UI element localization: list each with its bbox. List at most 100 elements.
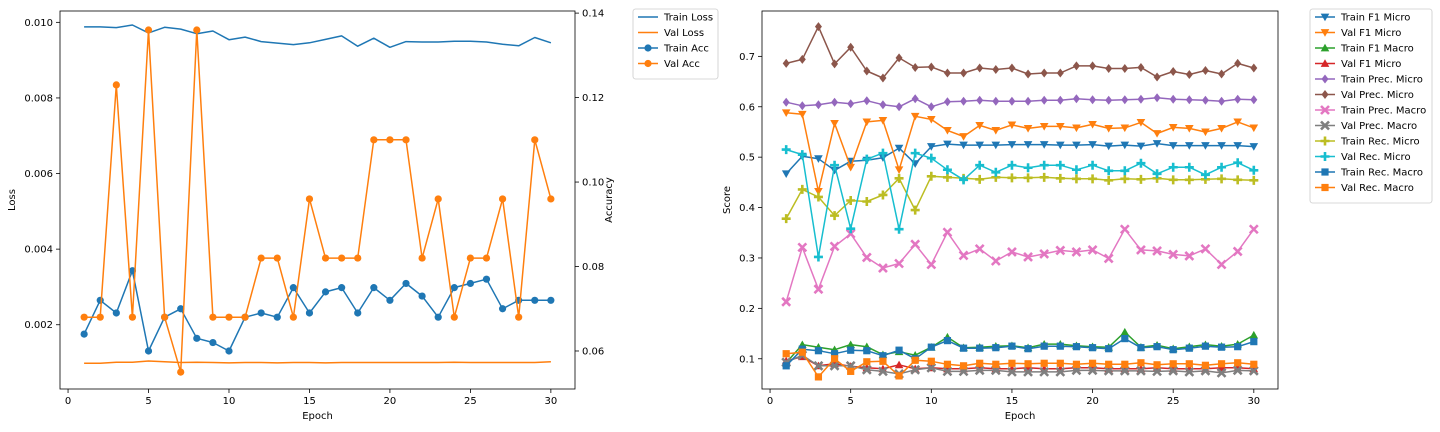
data-point [814,347,823,355]
data-point [289,313,297,321]
y-tick-label: 0.002 [24,320,53,331]
data-point [846,163,855,172]
data-point [1024,96,1032,106]
data-point [1136,365,1146,376]
data-point [1137,62,1145,72]
data-point [1137,94,1145,104]
legend-marker [1321,168,1329,176]
data-point [1185,360,1193,368]
data-point [1103,365,1114,376]
data-point [273,313,281,321]
data-point [990,256,1001,266]
series-5 [782,22,1258,83]
data-point [1056,68,1064,78]
data-point [1120,141,1130,150]
data-point [829,241,840,252]
data-point [1152,245,1162,256]
series-line [786,112,1255,193]
data-point [96,313,104,321]
data-point [814,155,823,163]
series-line [786,25,1255,79]
legend-label: Train Acc [663,44,709,55]
data-point [910,112,920,121]
data-point [894,258,904,269]
data-point [177,305,185,313]
data-point [370,136,378,144]
data-point [241,313,249,321]
data-point [1201,95,1209,105]
data-point [879,73,887,83]
data-point [1072,141,1081,150]
legend-box [632,8,719,80]
data-point [450,313,458,321]
data-point [943,140,952,149]
data-point [1136,142,1146,151]
data-point [1184,175,1194,185]
data-point [177,368,185,376]
data-point [531,296,539,304]
y-axis-label: Score [722,186,733,214]
data-point [482,254,491,262]
data-point [926,171,936,181]
y-tick-label: 0.7 [739,52,755,63]
legend-marker [1320,105,1330,115]
data-point [959,362,968,370]
x-tick-label: 0 [767,396,773,407]
data-point [80,330,88,338]
series-line [83,269,551,352]
data-point [926,259,937,270]
data-point [991,141,1001,150]
data-point [1071,165,1081,175]
data-point [1023,163,1033,173]
legend: Train F1 Micro Val F1 Micro Train F1 Macro… [1309,8,1433,204]
data-point [1153,361,1161,369]
legend-label: Val Loss [664,28,704,39]
data-point [878,263,888,273]
data-point [927,143,936,151]
data-point [782,58,790,68]
y-right-tick-label: 0.06 [582,346,604,357]
x-tick-label: 30 [544,396,557,407]
legend-label: Val Rec. Micro [1341,152,1411,163]
data-point [112,81,120,89]
data-point [161,313,169,321]
data-point [960,96,968,106]
data-point [942,227,953,238]
data-point [976,63,984,73]
data-point [498,195,507,203]
data-point [974,365,985,376]
data-point [1153,72,1161,82]
data-point [862,197,872,207]
data-point [798,110,807,119]
data-point [798,101,806,111]
x-tick-label: 0 [65,396,71,407]
x-tick-label: 25 [1167,396,1180,407]
data-point [1152,140,1162,148]
series-2 [80,267,555,355]
legend-label: Val Rec. Macro [1341,183,1414,194]
data-point [1008,342,1016,350]
data-point [1039,160,1049,170]
data-point [1233,175,1243,185]
data-point [894,360,904,369]
data-point [1201,342,1210,350]
y-tick-label: 0.6 [739,102,755,113]
data-point [976,344,984,352]
data-point [927,102,935,112]
data-point [830,211,840,221]
data-point [847,346,855,354]
data-point [927,357,935,365]
data-point [1233,118,1242,127]
data-point [1104,166,1114,176]
data-point [1217,360,1226,368]
data-point [942,165,952,175]
data-point [1233,158,1243,168]
legend-label: Train F1 Macro [1340,44,1414,55]
data-point [1121,360,1129,368]
data-point [798,348,806,356]
legend-label: Val Prec. Micro [1341,90,1414,101]
data-point [878,366,888,377]
legend-marker [1321,74,1329,84]
data-point [1153,343,1161,351]
y-tick-label: 0.004 [24,245,53,256]
